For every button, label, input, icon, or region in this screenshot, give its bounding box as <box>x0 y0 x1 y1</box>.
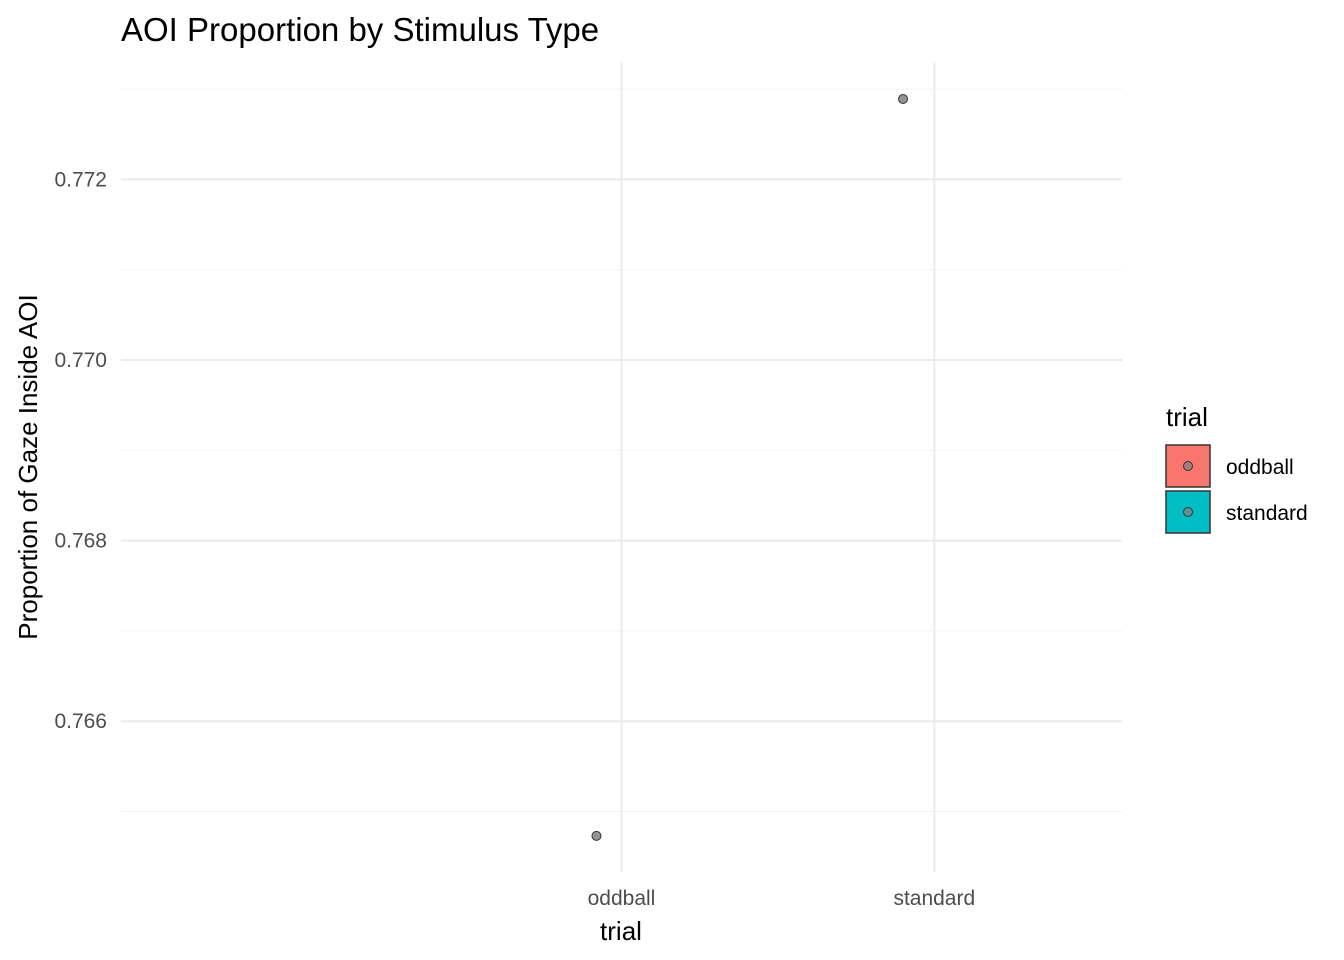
y-tick-label: 0.766 <box>54 710 107 733</box>
legend-point-standard <box>1183 507 1193 517</box>
y-tick-labels: 0.766 0.768 0.770 0.772 <box>54 168 107 733</box>
x-axis-title: trial <box>600 916 642 946</box>
data-point-oddball <box>591 830 602 841</box>
y-tick-label: 0.772 <box>54 168 107 191</box>
y-tick-label: 0.768 <box>54 530 107 553</box>
legend-title: trial <box>1166 402 1208 432</box>
y-axis-title: Proportion of Gaze Inside AOI <box>13 294 43 639</box>
major-gridlines <box>121 62 1122 872</box>
legend-entry-oddball: oddball <box>1165 444 1294 488</box>
x-tick-label: standard <box>893 887 975 910</box>
data-points <box>591 94 909 841</box>
x-tick-label: oddball <box>588 887 656 910</box>
data-point-standard <box>898 94 909 105</box>
legend-point-oddball <box>1183 461 1193 471</box>
legend-label-oddball: oddball <box>1226 456 1294 479</box>
legend-label-standard: standard <box>1226 502 1308 525</box>
y-tick-label: 0.770 <box>54 349 107 372</box>
x-tick-labels: oddball standard <box>588 887 976 910</box>
legend-entry-standard: standard <box>1165 490 1308 534</box>
legend: trial oddball standard <box>1165 402 1308 534</box>
chart-title: AOI Proportion by Stimulus Type <box>121 11 599 48</box>
